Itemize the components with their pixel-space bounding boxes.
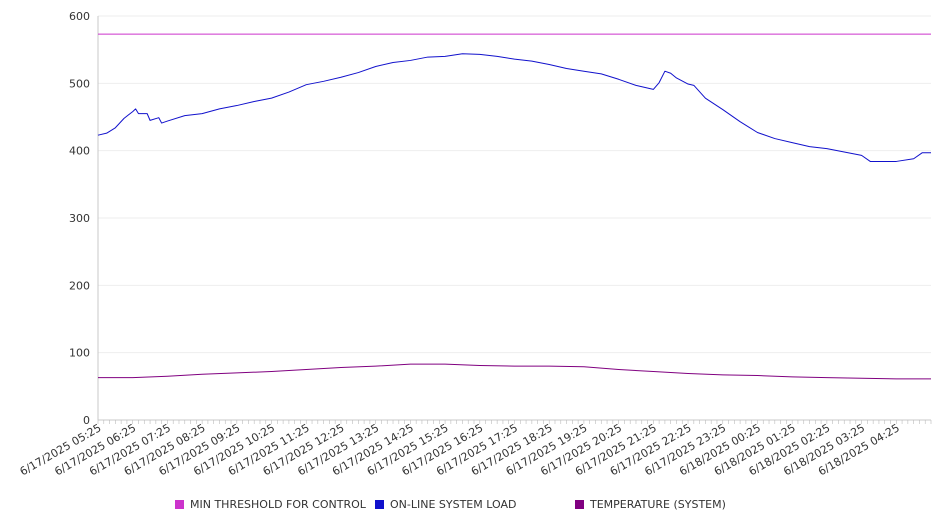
x-tick-labels: 6/17/2025 05:256/17/2025 06:256/17/2025 … [18,421,902,478]
series-lines [97,33,931,380]
legend-swatch [375,500,384,509]
legend-item-1: ON-LINE SYSTEM LOAD [375,498,516,511]
y-tick-label-600: 600 [69,10,90,23]
y-tick-label-0: 0 [83,414,90,427]
grid-lines [98,15,931,354]
legend-label: MIN THRESHOLD FOR CONTROL [190,498,366,511]
y-tick-label-200: 200 [69,279,90,292]
legend-item-2: TEMPERATURE (SYSTEM) [575,498,726,511]
legend-label: TEMPERATURE (SYSTEM) [590,498,726,511]
legend-item-0: MIN THRESHOLD FOR CONTROL [175,498,366,511]
legend: MIN THRESHOLD FOR CONTROL ON-LINE SYSTEM … [0,498,946,514]
x-minor-ticks [97,420,932,424]
y-tick-label-500: 500 [69,77,90,90]
y-tick-label-400: 400 [69,145,90,158]
y-tick-label-300: 300 [69,212,90,225]
y-tick-label-100: 100 [69,347,90,360]
series-line-1 [97,53,931,162]
y-tick-labels: 0 100 200 300 400 500 600 [69,10,90,427]
legend-swatch [175,500,184,509]
legend-swatch [575,500,584,509]
legend-label: ON-LINE SYSTEM LOAD [390,498,517,511]
series-line-2 [98,363,931,380]
